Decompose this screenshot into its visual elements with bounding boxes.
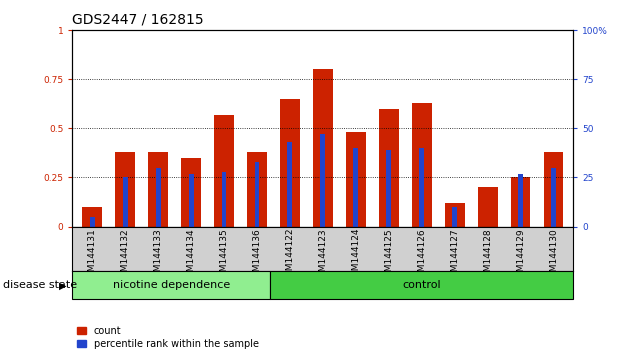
Bar <box>123 177 128 227</box>
Bar <box>83 207 102 227</box>
Text: GSM144132: GSM144132 <box>121 228 130 282</box>
Bar <box>419 148 424 227</box>
Text: GSM144122: GSM144122 <box>285 228 294 282</box>
Text: GSM144130: GSM144130 <box>549 228 558 282</box>
Text: GSM144123: GSM144123 <box>318 228 328 282</box>
Bar <box>379 109 399 227</box>
Bar <box>518 173 523 227</box>
Bar <box>478 187 498 227</box>
Bar <box>287 142 292 227</box>
Bar <box>445 203 464 227</box>
Text: GSM144136: GSM144136 <box>253 228 261 282</box>
Text: GDS2447 / 162815: GDS2447 / 162815 <box>72 12 204 27</box>
Text: GSM144126: GSM144126 <box>417 228 427 282</box>
Text: GSM144127: GSM144127 <box>450 228 459 282</box>
Text: ▶: ▶ <box>59 281 66 291</box>
Text: control: control <box>403 280 441 290</box>
Text: nicotine dependence: nicotine dependence <box>113 280 230 290</box>
Bar <box>313 69 333 227</box>
Text: GSM144133: GSM144133 <box>154 228 163 282</box>
Bar <box>412 103 432 227</box>
Text: GSM144128: GSM144128 <box>483 228 492 282</box>
Text: GSM144131: GSM144131 <box>88 228 97 282</box>
Text: disease state: disease state <box>3 280 77 290</box>
Legend: count, percentile rank within the sample: count, percentile rank within the sample <box>77 326 259 349</box>
Bar <box>181 158 201 227</box>
Text: GSM144125: GSM144125 <box>384 228 393 282</box>
Bar <box>511 177 530 227</box>
Bar <box>148 152 168 227</box>
Bar <box>255 162 260 227</box>
Bar <box>544 152 563 227</box>
Bar <box>247 152 267 227</box>
Bar <box>346 132 365 227</box>
Bar <box>188 173 193 227</box>
Bar <box>452 207 457 227</box>
Bar <box>115 152 135 227</box>
Bar <box>156 168 161 227</box>
FancyBboxPatch shape <box>72 271 270 299</box>
FancyBboxPatch shape <box>270 271 573 299</box>
Bar <box>89 217 94 227</box>
Bar <box>321 134 325 227</box>
Bar <box>214 115 234 227</box>
Bar <box>222 172 227 227</box>
Text: GSM144124: GSM144124 <box>352 228 360 282</box>
Text: GSM144135: GSM144135 <box>219 228 229 282</box>
Text: GSM144129: GSM144129 <box>516 228 525 282</box>
Bar <box>353 148 358 227</box>
Bar <box>386 150 391 227</box>
Text: GSM144134: GSM144134 <box>186 228 195 282</box>
Bar <box>280 99 300 227</box>
Bar <box>551 168 556 227</box>
